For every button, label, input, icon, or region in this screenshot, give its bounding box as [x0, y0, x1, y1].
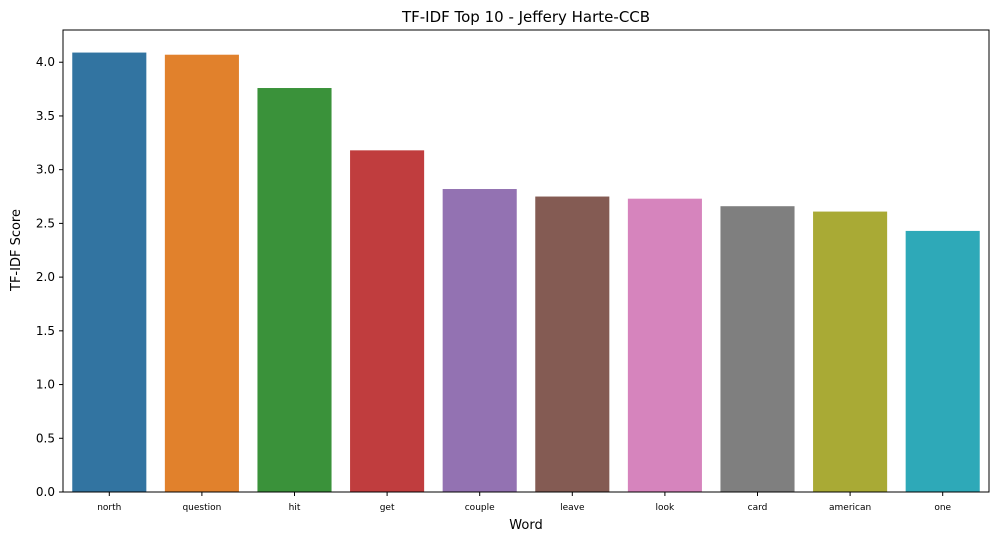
bar-hit — [257, 88, 332, 492]
x-axis-ticks: north question hit get couple leave look card am… — [97, 492, 952, 513]
y-tick-label: 4.0 — [36, 55, 55, 69]
y-tick-label: 0.0 — [36, 485, 55, 499]
bar-north — [72, 52, 147, 492]
bar-american — [813, 211, 888, 492]
y-tick-label: 0.5 — [36, 431, 55, 445]
x-tick-label: card — [748, 503, 768, 513]
y-tick-label: 1.5 — [36, 324, 55, 338]
bar-question — [164, 54, 239, 492]
x-tick-label: north — [97, 503, 121, 513]
y-axis-title: TF-IDF Score — [9, 209, 24, 292]
x-tick-label: hit — [289, 503, 301, 513]
x-tick-label: one — [934, 503, 951, 513]
bar-leave — [535, 196, 610, 492]
plot-frame — [62, 29, 990, 493]
y-tick-label: 3.5 — [36, 109, 55, 123]
x-tick-label: american — [829, 503, 871, 513]
y-tick-label: 2.5 — [36, 216, 55, 230]
y-tick-label: 3.0 — [36, 163, 55, 177]
chart-title: TF-IDF Top 10 - Jeffery Harte-CCB — [401, 8, 650, 26]
bars-layer — [72, 52, 980, 493]
bar-look — [627, 198, 702, 492]
x-tick-label: question — [182, 503, 221, 513]
x-tick-label: look — [656, 503, 676, 513]
y-axis-ticks: 0.0 0.5 1.0 1.5 2.0 2.5 3.0 3.5 4.0 — [36, 55, 63, 499]
bar-couple — [442, 189, 517, 492]
x-tick-label: get — [380, 503, 395, 513]
bar-card — [720, 206, 795, 492]
bar-get — [350, 150, 425, 492]
x-axis-title: Word — [509, 518, 542, 533]
x-tick-label: leave — [560, 503, 585, 513]
x-tick-label: couple — [465, 503, 495, 513]
y-tick-label: 2.0 — [36, 270, 55, 284]
bar-one — [905, 230, 980, 493]
y-tick-label: 1.0 — [36, 378, 55, 392]
